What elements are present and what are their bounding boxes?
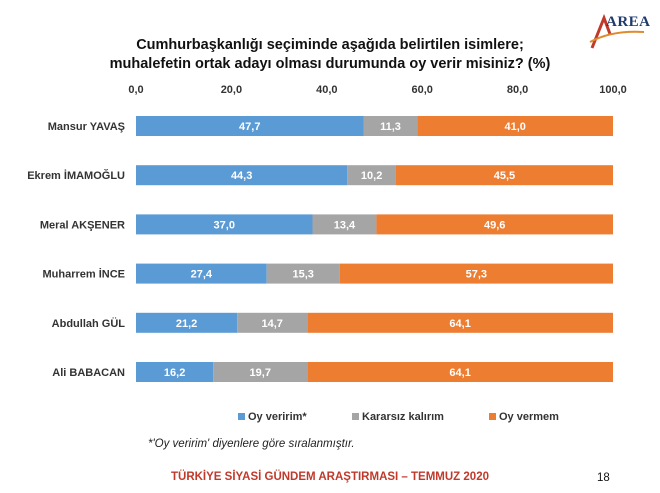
- category-label: Abdullah GÜL: [52, 317, 126, 330]
- data-label: 10,2: [361, 170, 382, 182]
- area-logo-text: AREA: [606, 14, 651, 30]
- data-label: 47,7: [239, 121, 260, 133]
- legend-label: Oy veririm*: [248, 411, 307, 423]
- data-label: 41,0: [505, 121, 526, 133]
- bar-segment: [417, 116, 613, 136]
- bar-segment: [136, 263, 267, 284]
- bar-segment: [136, 362, 214, 382]
- data-label: 15,3: [292, 269, 313, 281]
- bar-segment: [347, 165, 396, 186]
- category-label: Meral AKŞENER: [40, 219, 125, 231]
- legend-label: Kararsız kalırım: [362, 411, 444, 423]
- survey-title: TÜRKİYE SİYASİ GÜNDEM ARAŞTIRMASI – TEMM…: [170, 471, 489, 483]
- data-label: 27,4: [191, 269, 213, 281]
- x-tick-label: 60,0: [411, 84, 432, 96]
- x-axis: 0,0 20,0 40,0 60,0 80,0 100,0: [128, 84, 626, 96]
- legend-label: Oy vermem: [499, 411, 559, 423]
- data-label: 11,3: [380, 121, 401, 133]
- bar-segment: [136, 214, 313, 235]
- bar-segment: [213, 362, 308, 382]
- legend-swatch: [352, 413, 359, 420]
- legend-swatch: [489, 413, 496, 420]
- area-logo: [589, 13, 645, 49]
- x-tick-label: 0,0: [128, 84, 143, 96]
- data-label: 13,4: [334, 219, 356, 231]
- category-labels: Mansur YAVAŞ Ekrem İMAMOĞLU Meral AKŞENER M…: [27, 121, 125, 379]
- data-label: 49,6: [484, 219, 505, 231]
- x-tick-label: 40,0: [316, 84, 337, 96]
- bar-segment: [136, 116, 364, 136]
- chart-title: Cumhurbaşkanlığı seçiminde aşağıda belir…: [60, 36, 600, 74]
- data-label: 37,0: [214, 219, 235, 231]
- bar-segment: [237, 312, 308, 333]
- bar-segment: [307, 362, 613, 382]
- data-label: 45,5: [494, 170, 515, 182]
- footnote: *'Oy veririm' diyenlere göre sıralanmışt…: [148, 438, 355, 450]
- chart-title-line-2: muhalefetin ortak adayı olması durumunda…: [109, 56, 551, 72]
- bar-segment: [339, 263, 613, 284]
- bar-segment: [307, 312, 613, 333]
- data-label: 19,7: [250, 367, 271, 379]
- page-number: 18: [597, 472, 610, 484]
- stacked-bar-chart: 0,0 20,0 40,0 60,0 80,0 100,0 47,7 11,3 41,0 44,…: [27, 84, 627, 423]
- x-tick-label: 80,0: [507, 84, 528, 96]
- bar-segment: [376, 214, 613, 235]
- x-tick-label: 100,0: [599, 84, 627, 96]
- data-label: 64,1: [449, 367, 470, 379]
- bar-segment: [136, 312, 238, 333]
- bar-segment: [312, 214, 377, 235]
- bar-segment: [395, 165, 613, 186]
- bar-segment: [136, 165, 348, 186]
- category-label: Mansur YAVAŞ: [48, 121, 125, 133]
- bar-segment: [363, 116, 418, 136]
- legend-swatch: [238, 413, 245, 420]
- category-label: Ekrem İMAMOĞLU: [27, 169, 125, 182]
- bars: 47,7 11,3 41,0 44,3 10,2 45,5 37,0 13,4 49,6 27,4…: [136, 116, 613, 382]
- data-label: 64,1: [449, 318, 470, 330]
- bar-segment: [266, 263, 340, 284]
- data-label: 16,2: [164, 367, 185, 379]
- category-label: Muharrem İNCE: [42, 268, 125, 281]
- x-tick-label: 20,0: [221, 84, 242, 96]
- data-label: 44,3: [231, 170, 252, 182]
- chart-title-line-1: Cumhurbaşkanlığı seçiminde aşağıda belir…: [136, 37, 524, 53]
- legend: Oy veririm* Kararsız kalırım Oy vermem: [238, 411, 559, 423]
- category-label: Ali BABACAN: [52, 367, 125, 379]
- data-label: 57,3: [466, 269, 487, 281]
- data-label: 21,2: [176, 318, 197, 330]
- data-label: 14,7: [261, 318, 282, 330]
